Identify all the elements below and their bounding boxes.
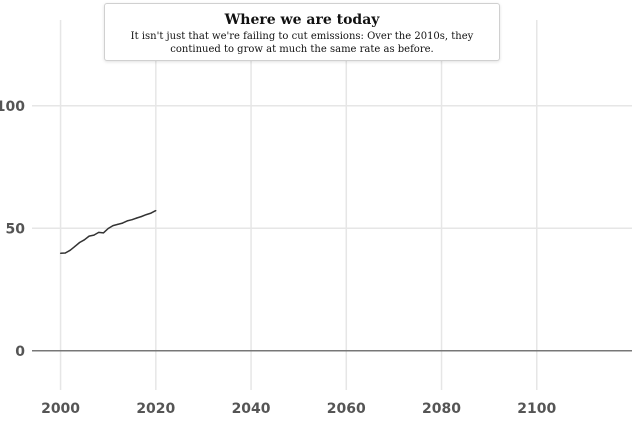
x-tick-label: 2100 — [517, 401, 556, 417]
data-point — [88, 235, 90, 237]
y-tick-label: 100 — [0, 99, 25, 115]
data-point — [59, 252, 62, 254]
y-axis: 0 50 100 — [0, 99, 25, 360]
data-point — [69, 249, 71, 251]
data-point — [79, 241, 81, 244]
data-point — [140, 215, 143, 218]
x-tick-label: 2020 — [136, 401, 175, 417]
data-point — [93, 234, 95, 236]
x-tick-label: 2000 — [41, 401, 80, 417]
data-point — [83, 239, 85, 241]
x-tick-label: 2080 — [422, 401, 461, 417]
data-point — [150, 212, 152, 214]
annotation-box: Where we are today It isn't just that we… — [104, 3, 500, 61]
x-axis: 2000 2020 2040 2060 2080 2100 — [41, 401, 556, 417]
data-point — [107, 227, 109, 230]
data-point — [136, 217, 138, 219]
x-tick-label: 2040 — [232, 401, 271, 417]
data-point — [74, 245, 76, 248]
x-tick-label: 2060 — [327, 401, 366, 417]
data-point — [117, 223, 119, 225]
data-point — [112, 224, 114, 227]
data-point — [155, 210, 157, 212]
data-point — [145, 213, 147, 216]
y-tick-label: 50 — [6, 221, 26, 237]
data-point — [98, 231, 100, 234]
data-point — [102, 232, 105, 234]
annotation-text: It isn't just that we're failing to cut … — [130, 31, 474, 55]
y-tick-label: 0 — [15, 344, 25, 360]
data-point — [121, 222, 124, 224]
grid — [32, 20, 632, 390]
data-point — [126, 220, 128, 222]
annotation-title: Where we are today — [224, 12, 380, 28]
series-layer — [59, 209, 157, 255]
data-point — [131, 219, 133, 221]
data-point — [64, 252, 66, 254]
